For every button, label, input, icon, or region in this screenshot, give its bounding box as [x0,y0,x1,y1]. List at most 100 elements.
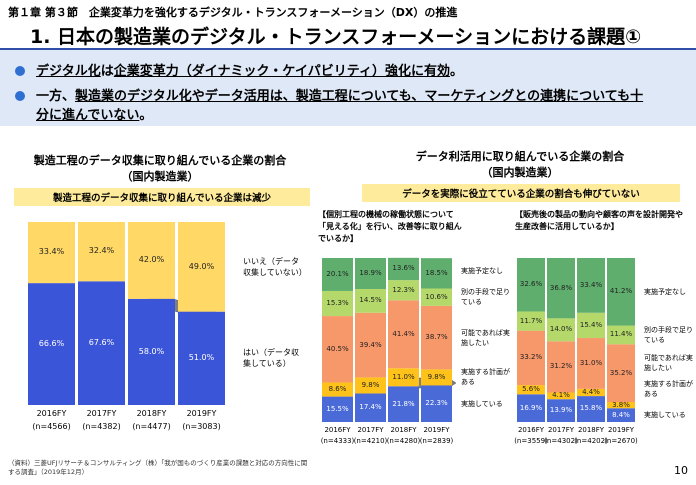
value-label: 33.4% [579,280,603,289]
bar-segment [607,408,635,422]
bar-segment [388,386,419,422]
bar-segment [421,305,452,370]
bar-segment [322,290,353,317]
value-label: 3.8% [612,400,630,409]
bar-segment [517,311,545,331]
bullet: 一方、製造業のデジタル化やデータ活用は、製造工程についても、マーケティングとの連… [36,87,646,125]
bar-segment [128,298,175,405]
x-tick-label: 2016FY [517,426,545,434]
bar-segment [322,316,353,383]
bar-segment [388,368,419,387]
value-label: 8.4% [612,410,630,419]
bar-segment [577,312,605,339]
bullet-text: 。 [449,64,463,79]
value-label: 15.3% [326,298,349,307]
value-label: 15.4% [579,320,603,329]
value-label: 18.5% [425,268,448,277]
x-tick-note: (n=4302) [544,437,578,446]
bullet-dot [15,91,25,101]
legend-label: はい（データ収集している） [243,348,299,369]
x-tick-note: (n=4280) [386,437,421,446]
bar-segment [607,258,635,326]
bar-segment [128,222,175,299]
value-label: 51.0% [188,353,215,363]
value-label: 5.6% [522,385,540,394]
bar-segment [322,396,353,422]
x-tick-label: 2016FY [36,409,67,418]
slide-title: 1. 日本の製造業のデジタル・トランスフォーメーションにおける課題① [30,26,642,48]
bar-segment [577,396,605,422]
value-label: 31.2% [549,362,573,371]
panel-title: 【個別工程の機械の稼働状態について「見える化」を行い、改善等に取り組んでいるか】 [318,210,462,243]
x-tick-label: 2016FY [324,426,351,434]
value-label: 31.0% [579,358,603,367]
chart-subtitle: （国内製造業） [121,170,199,183]
bar-segment [355,312,386,378]
x-tick-label: 2018FY [577,426,605,434]
value-label: 11.7% [519,316,543,325]
value-label: 12.3% [392,285,415,294]
bar-segment [517,394,545,422]
bar-segment [547,318,575,342]
value-label: 38.7% [425,333,448,342]
chart-title: データ利活用に取り組んでいる企業の割合 [415,150,625,163]
value-label: 9.8% [427,372,446,381]
bar-segment [355,288,386,313]
value-label: 67.6% [88,337,115,347]
value-label: 8.6% [328,384,347,393]
bar-segment [388,300,419,369]
value-label: 41.2% [609,287,633,296]
value-label: 66.6% [38,338,65,348]
legend-label: 実施している [644,411,686,420]
bullet-text: 一方、 [36,89,76,104]
chart-title: 製造工程のデータ収集に取り組んでいる企業の割合 [33,154,287,167]
bar-segment [607,401,635,409]
x-tick-note: (n=2670) [604,437,638,446]
chapter: 第１章 第３節 企業変革力を強化するデジタル・トランスフォーメーション（DX）の… [8,6,458,19]
bar-segment [388,257,419,281]
value-label: 11.0% [392,372,415,381]
value-label: 10.6% [425,292,448,301]
bar-segment [577,388,605,397]
bar-segment [78,281,125,405]
value-label: 40.5% [326,344,349,353]
chart-subtitle: （国内製造業） [481,166,559,179]
x-tick-note: (n=2839) [419,437,454,446]
source: （資料）三菱UFJリサーチ＆コンサルティング（株）「我が国ものづくり産業の課題と… [8,459,308,476]
bar-segment [421,385,452,422]
bar-segment [178,222,225,312]
bar-segment [388,280,419,301]
x-tick-label: 2019FY [607,426,635,434]
x-tick-note: (n=4477) [132,421,171,431]
bar-segment [517,258,545,312]
bullet-text: 製造業のデジタル化やデータ活用は、製造工程についても、マーケティングとの連携につ… [36,89,644,123]
bar-segment [355,258,386,289]
bar-segment [355,377,386,394]
value-label: 33.2% [519,353,543,362]
x-tick-note: (n=4566) [32,421,71,431]
x-tick-note: (n=4382) [82,421,121,431]
bar-segment [577,338,605,389]
legend-label: 可能であれば実施したい [461,328,510,347]
bar-segment [607,325,635,345]
value-label: 4.1% [552,391,570,400]
legend-label: 実施する計画がある [644,380,693,399]
bar-segment [355,393,386,422]
value-label: 32.4% [88,246,115,256]
value-label: 36.8% [549,283,573,292]
bar-segment [78,222,125,282]
bar-segment [547,341,575,393]
value-label: 14.0% [549,325,573,334]
value-label: 42.0% [138,255,165,265]
bullet-text: 企業変革力（ダイナミック・ケイパビリティ）強化に有効 [113,64,450,79]
bullet-text: 。 [139,108,153,123]
x-tick-label: 2018FY [390,426,417,434]
value-label: 41.4% [392,329,415,338]
value-label: 11.4% [609,330,633,339]
x-tick-note: (n=3559) [514,437,548,446]
bar-segment [547,392,575,400]
bar-segment [547,258,575,319]
bar-segment [577,258,605,313]
